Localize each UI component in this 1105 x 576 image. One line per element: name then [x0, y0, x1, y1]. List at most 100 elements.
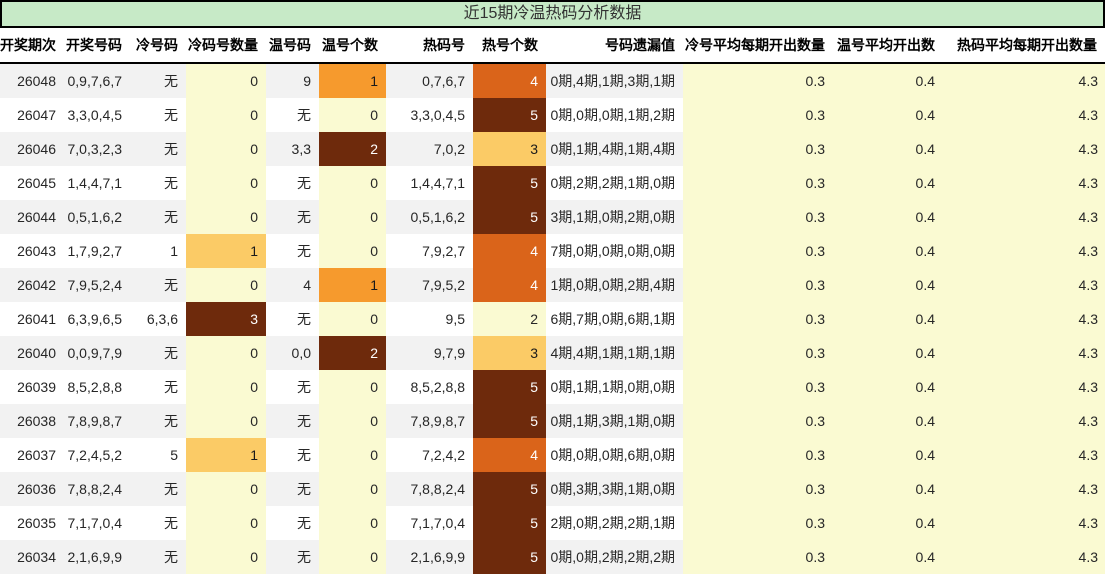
cell-warm-count: 1: [319, 268, 386, 302]
cell-warm-avg: 0.4: [833, 268, 943, 302]
cell-warm-avg: 0.4: [833, 98, 943, 132]
table-row: 26040 0,0,9,7,9 无 0 0,0 2 9,7,9 3 4期,4期,…: [0, 336, 1105, 370]
cell-hot-code: 7,9,5,2: [386, 268, 473, 302]
cell-hot-count: 5: [473, 166, 546, 200]
cell-warm-avg: 0.4: [833, 302, 943, 336]
cell-warm-avg: 0.4: [833, 166, 943, 200]
cell-draw-numbers: 7,1,7,0,4: [64, 506, 130, 540]
cell-hot-code: 3,3,0,4,5: [386, 98, 473, 132]
table-row: 26048 0,9,7,6,7 无 0 9 1 0,7,6,7 4 0期,4期,…: [0, 63, 1105, 98]
cell-cold-avg: 0.3: [683, 506, 833, 540]
cell-cold-count: 0: [186, 268, 266, 302]
cell-period: 26045: [0, 166, 64, 200]
cell-hot-count: 5: [473, 370, 546, 404]
table-row: 26047 3,3,0,4,5 无 0 无 0 3,3,0,4,5 5 0期,0…: [0, 98, 1105, 132]
cell-draw-numbers: 1,7,9,2,7: [64, 234, 130, 268]
cell-hot-count: 3: [473, 336, 546, 370]
cell-cold-code: 无: [130, 63, 186, 98]
cell-warm-code: 3,3: [266, 132, 319, 166]
cell-period: 26038: [0, 404, 64, 438]
col-header-draw-numbers: 开奖号码: [64, 28, 130, 64]
cell-warm-avg: 0.4: [833, 234, 943, 268]
cell-hot-avg: 4.3: [943, 336, 1105, 370]
cell-cold-avg: 0.3: [683, 302, 833, 336]
header-row: 开奖期次 开奖号码 冷号码 冷码号数量 温号码 温号个数 热码号 热号个数 号码…: [0, 28, 1105, 64]
cell-draw-numbers: 7,2,4,5,2: [64, 438, 130, 472]
cell-cold-count: 1: [186, 438, 266, 472]
cell-hot-count: 5: [473, 98, 546, 132]
col-header-miss-values: 号码遗漏值: [546, 28, 683, 64]
cell-warm-count: 0: [319, 540, 386, 574]
cell-period: 26043: [0, 234, 64, 268]
cell-hot-avg: 4.3: [943, 506, 1105, 540]
col-header-hot-code: 热码号: [386, 28, 473, 64]
cell-draw-numbers: 7,8,8,2,4: [64, 472, 130, 506]
cell-warm-code: 9: [266, 63, 319, 98]
cell-warm-count: 0: [319, 200, 386, 234]
cell-miss-values: 0期,1期,3期,1期,0期: [546, 404, 683, 438]
col-header-warm-code: 温号码: [266, 28, 319, 64]
cell-hot-code: 7,0,2: [386, 132, 473, 166]
cell-warm-code: 无: [266, 438, 319, 472]
cell-warm-code: 无: [266, 506, 319, 540]
cell-period: 26040: [0, 336, 64, 370]
cell-warm-avg: 0.4: [833, 506, 943, 540]
cell-cold-count: 0: [186, 132, 266, 166]
cell-warm-count: 0: [319, 98, 386, 132]
cell-hot-code: 0,5,1,6,2: [386, 200, 473, 234]
cell-period: 26046: [0, 132, 64, 166]
table-body: 26048 0,9,7,6,7 无 0 9 1 0,7,6,7 4 0期,4期,…: [0, 63, 1105, 574]
cell-hot-avg: 4.3: [943, 438, 1105, 472]
cell-cold-count: 0: [186, 336, 266, 370]
cell-draw-numbers: 7,0,3,2,3: [64, 132, 130, 166]
cell-cold-code: 无: [130, 166, 186, 200]
cell-warm-avg: 0.4: [833, 540, 943, 574]
cell-cold-count: 0: [186, 404, 266, 438]
table-row: 26036 7,8,8,2,4 无 0 无 0 7,8,8,2,4 5 0期,3…: [0, 472, 1105, 506]
cell-cold-avg: 0.3: [683, 472, 833, 506]
cell-period: 26037: [0, 438, 64, 472]
cell-cold-code: 无: [130, 132, 186, 166]
cell-draw-numbers: 7,8,9,8,7: [64, 404, 130, 438]
col-header-hot-count: 热号个数: [473, 28, 546, 64]
cell-miss-values: 3期,1期,0期,2期,0期: [546, 200, 683, 234]
cell-draw-numbers: 7,9,5,2,4: [64, 268, 130, 302]
table-row: 26044 0,5,1,6,2 无 0 无 0 0,5,1,6,2 5 3期,1…: [0, 200, 1105, 234]
cell-warm-code: 无: [266, 302, 319, 336]
cell-cold-count: 0: [186, 472, 266, 506]
table-row: 26042 7,9,5,2,4 无 0 4 1 7,9,5,2 4 1期,0期,…: [0, 268, 1105, 302]
cell-period: 26036: [0, 472, 64, 506]
cell-hot-count: 2: [473, 302, 546, 336]
cell-period: 26048: [0, 63, 64, 98]
cell-hot-avg: 4.3: [943, 268, 1105, 302]
cell-cold-count: 0: [186, 370, 266, 404]
cell-cold-avg: 0.3: [683, 200, 833, 234]
col-header-hot-avg: 热码平均每期开出数量: [943, 28, 1105, 64]
cell-hot-avg: 4.3: [943, 472, 1105, 506]
table-row: 26038 7,8,9,8,7 无 0 无 0 7,8,9,8,7 5 0期,1…: [0, 404, 1105, 438]
cell-hot-avg: 4.3: [943, 540, 1105, 574]
cell-hot-count: 5: [473, 200, 546, 234]
cell-hot-count: 4: [473, 438, 546, 472]
cell-hot-count: 5: [473, 404, 546, 438]
cell-hot-avg: 4.3: [943, 63, 1105, 98]
col-header-period: 开奖期次: [0, 28, 64, 64]
cell-cold-count: 1: [186, 234, 266, 268]
cell-miss-values: 0期,0期,0期,1期,2期: [546, 98, 683, 132]
cell-hot-avg: 4.3: [943, 98, 1105, 132]
cell-cold-avg: 0.3: [683, 404, 833, 438]
cell-hot-code: 9,5: [386, 302, 473, 336]
cell-cold-avg: 0.3: [683, 166, 833, 200]
cell-warm-code: 无: [266, 200, 319, 234]
col-header-cold-count: 冷码号数量: [186, 28, 266, 64]
cell-cold-avg: 0.3: [683, 63, 833, 98]
cell-cold-avg: 0.3: [683, 336, 833, 370]
cell-cold-avg: 0.3: [683, 438, 833, 472]
cell-hot-code: 0,7,6,7: [386, 63, 473, 98]
cell-hot-count: 5: [473, 540, 546, 574]
cell-warm-code: 无: [266, 98, 319, 132]
page-title: 近15期冷温热码分析数据: [463, 5, 642, 22]
cell-cold-code: 1: [130, 234, 186, 268]
cell-hot-avg: 4.3: [943, 302, 1105, 336]
cell-miss-values: 0期,1期,1期,0期,0期: [546, 370, 683, 404]
